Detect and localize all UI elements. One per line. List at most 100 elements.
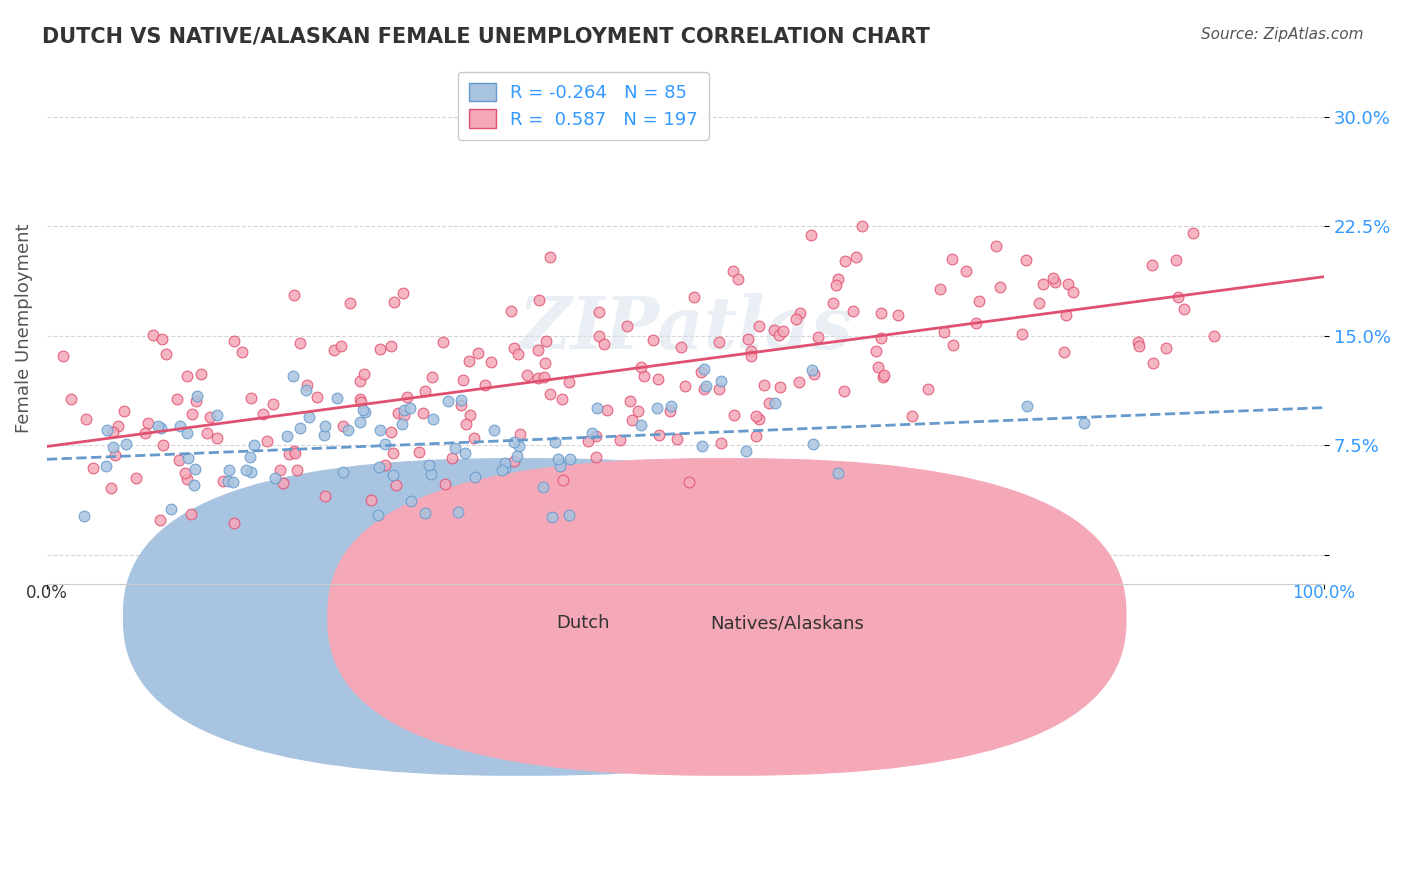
Point — [752, 378, 775, 392]
Point — [173, 466, 195, 480]
Point — [509, 427, 531, 442]
Point — [1204, 329, 1226, 343]
Point — [683, 290, 706, 304]
Point — [440, 450, 463, 465]
Point — [643, 334, 665, 348]
Point — [180, 407, 202, 421]
Point — [693, 382, 716, 396]
Point — [800, 362, 823, 376]
Point — [494, 460, 516, 475]
Point — [709, 335, 731, 350]
Point — [368, 460, 391, 475]
Point — [506, 347, 529, 361]
Point — [596, 402, 619, 417]
Point — [1054, 309, 1077, 323]
Point — [851, 219, 873, 233]
Point — [284, 446, 307, 460]
Point — [262, 397, 284, 411]
Point — [392, 409, 415, 423]
Point — [422, 412, 444, 426]
Point — [146, 418, 169, 433]
Point — [52, 350, 75, 364]
Point — [801, 437, 824, 451]
Point — [155, 346, 177, 360]
Point — [543, 434, 565, 449]
Point — [283, 444, 305, 458]
Point — [141, 327, 163, 342]
Point — [633, 368, 655, 383]
Point — [527, 293, 550, 307]
Point — [231, 344, 253, 359]
Y-axis label: Female Unemployment: Female Unemployment — [15, 224, 32, 434]
Point — [190, 367, 212, 381]
Point — [381, 467, 404, 482]
Point — [553, 474, 575, 488]
Point — [176, 369, 198, 384]
Point — [917, 382, 939, 396]
Point — [845, 250, 868, 264]
Point — [929, 282, 952, 296]
Point — [1173, 302, 1195, 317]
Point — [169, 419, 191, 434]
Point — [1166, 253, 1188, 268]
Point — [870, 306, 893, 320]
Point — [740, 350, 762, 364]
Point — [447, 505, 470, 519]
Point — [540, 510, 562, 524]
Point — [224, 516, 246, 530]
Point — [408, 445, 430, 459]
Point — [630, 418, 652, 433]
Point — [125, 471, 148, 485]
Point — [152, 438, 174, 452]
Point — [745, 409, 768, 424]
Point — [184, 461, 207, 475]
Point — [727, 272, 749, 286]
Point — [823, 296, 845, 310]
Point — [413, 506, 436, 520]
Point — [886, 309, 908, 323]
Point — [621, 413, 644, 427]
Point — [60, 392, 83, 407]
Point — [479, 355, 502, 369]
Point — [785, 311, 807, 326]
Point — [350, 395, 373, 409]
Point — [748, 318, 770, 333]
Point — [934, 325, 956, 339]
Point — [1142, 356, 1164, 370]
Point — [585, 450, 607, 465]
Point — [136, 416, 159, 430]
Point — [645, 401, 668, 416]
Point — [494, 456, 516, 470]
Point — [160, 502, 183, 516]
Point — [538, 250, 561, 264]
Point — [803, 367, 825, 381]
Point — [1011, 326, 1033, 341]
Point — [900, 409, 922, 423]
Point — [264, 471, 287, 485]
Point — [737, 332, 759, 346]
Point — [177, 451, 200, 466]
Point — [872, 369, 894, 384]
Point — [104, 448, 127, 462]
Point — [941, 252, 963, 266]
Point — [115, 436, 138, 450]
Point — [103, 440, 125, 454]
Point — [381, 446, 404, 460]
Point — [180, 507, 202, 521]
Point — [271, 475, 294, 490]
Point — [593, 337, 616, 351]
Point — [748, 412, 770, 426]
Point — [285, 463, 308, 477]
Point — [183, 478, 205, 492]
Point — [354, 404, 377, 418]
Point — [186, 389, 208, 403]
Point — [648, 428, 671, 442]
Point — [239, 465, 262, 479]
Point — [374, 458, 396, 472]
Point — [1015, 399, 1038, 413]
Point — [873, 368, 896, 382]
Point — [288, 335, 311, 350]
Text: Source: ZipAtlas.com: Source: ZipAtlas.com — [1201, 27, 1364, 42]
Point — [96, 423, 118, 437]
Point — [1140, 258, 1163, 272]
